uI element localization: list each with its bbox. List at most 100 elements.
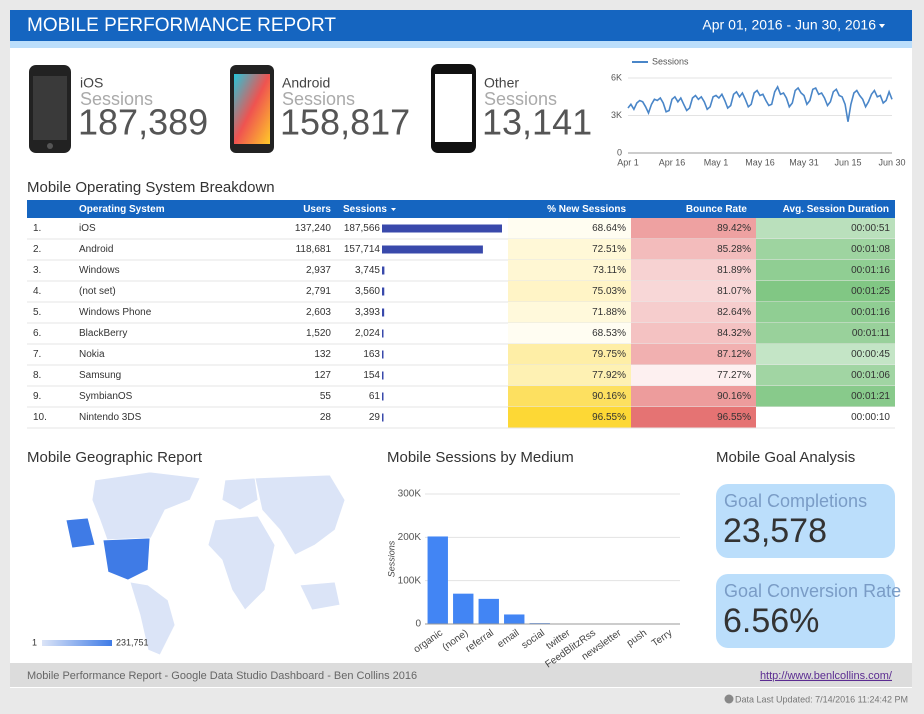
goal-card (716, 484, 895, 558)
avg-duration: 00:00:10 (851, 412, 890, 423)
heat-cell (756, 323, 895, 344)
rank: 9. (33, 391, 41, 402)
column-header: Bounce Rate (686, 204, 748, 215)
avg-duration: 00:00:51 (851, 223, 890, 234)
heat-cell (631, 218, 756, 239)
device-label: Sessions (282, 89, 355, 109)
y-tick-label: 100K (398, 575, 422, 586)
table-header (27, 200, 895, 218)
x-tick-label: May 16 (745, 157, 775, 167)
footer-link[interactable]: http://www.benlcollins.com/ (760, 670, 893, 682)
x-tick-label: Jun 15 (834, 157, 861, 167)
heat-cell (508, 239, 631, 260)
heat-cell (508, 260, 631, 281)
new-sessions: 79.75% (592, 349, 626, 360)
sessions-bar (382, 392, 384, 401)
os-name: Android (79, 244, 113, 255)
ios-phone (29, 65, 71, 153)
info-icon (724, 694, 734, 704)
y-tick-label: 300K (398, 489, 422, 500)
os-name: Nintendo 3DS (79, 412, 142, 423)
sessions: 157,714 (344, 244, 381, 255)
os-name: Windows (79, 265, 120, 276)
os-name: BlackBerry (79, 328, 127, 339)
bounce-rate: 90.16% (717, 391, 751, 402)
device-name: Other (484, 75, 519, 91)
sessions: 61 (369, 391, 381, 402)
bar (478, 598, 499, 624)
device-label: Sessions (80, 89, 153, 109)
goal-value: 23,578 (723, 512, 827, 550)
report-title: MOBILE PERFORMANCE REPORT (27, 15, 336, 36)
sessions-bar (382, 350, 384, 359)
new-sessions: 90.16% (592, 391, 626, 402)
users: 127 (314, 370, 331, 381)
bar (504, 614, 525, 624)
device-value: 13,141 (482, 102, 592, 143)
heat-cell (508, 407, 631, 428)
sessions-bar (382, 371, 384, 380)
rank: 6. (33, 328, 41, 339)
heat-cell (508, 281, 631, 302)
world-map (65, 471, 346, 656)
line (627, 84, 893, 122)
heat-cell (756, 365, 895, 386)
header-bar (10, 10, 912, 41)
section-title: Mobile Geographic Report (27, 449, 203, 466)
y-tick-label: 200K (398, 532, 422, 543)
header-strip (10, 41, 912, 48)
os-name: (not set) (79, 286, 116, 297)
heat-cell (756, 344, 895, 365)
goal-value: 6.56% (723, 602, 819, 640)
last-updated: Data Last Updated: 7/14/2016 11:24:42 PM (735, 694, 908, 704)
map-legend-min: 1 (32, 637, 37, 647)
new-sessions: 72.51% (592, 244, 626, 255)
users: 55 (320, 391, 332, 402)
os-name: Windows Phone (79, 307, 152, 318)
bounce-rate: 77.27% (717, 370, 751, 381)
device-name: Android (282, 75, 330, 91)
heat-cell (508, 365, 631, 386)
heat-cell (756, 386, 895, 407)
x-tick-label: Jun 30 (878, 157, 905, 167)
dropdown-arrow[interactable] (879, 24, 885, 28)
column-header: Avg. Session Duration (783, 204, 889, 215)
avg-duration: 00:01:06 (851, 370, 890, 381)
bar (453, 593, 474, 624)
sessions-bar (382, 308, 385, 317)
y-tick-label: 3K (611, 110, 622, 120)
os-name: iOS (79, 223, 96, 234)
bounce-rate: 89.42% (717, 223, 751, 234)
sessions: 29 (369, 412, 381, 423)
users: 1,520 (306, 328, 331, 339)
users: 2,791 (306, 286, 331, 297)
new-sessions: 96.55% (592, 412, 626, 423)
sessions-bar (382, 413, 384, 422)
bounce-rate: 81.89% (717, 265, 751, 276)
date-range[interactable]: Apr 01, 2016 - Jun 30, 2016 (702, 17, 876, 33)
android-phone (230, 65, 274, 153)
new-sessions: 68.53% (592, 328, 626, 339)
heat-cell (508, 302, 631, 323)
sessions: 3,560 (355, 286, 380, 297)
rank: 10. (33, 412, 47, 423)
y-tick-label: 0 (617, 147, 622, 157)
rank: 2. (33, 244, 41, 255)
rank: 1. (33, 223, 41, 234)
new-sessions: 68.64% (592, 223, 626, 234)
heat-cell (756, 260, 895, 281)
users: 2,603 (306, 307, 331, 318)
new-sessions: 77.92% (592, 370, 626, 381)
sessions: 2,024 (355, 328, 380, 339)
rank: 7. (33, 349, 41, 360)
map-legend-max: 231,751 (116, 637, 149, 647)
heat-cell (631, 407, 756, 428)
rank: 5. (33, 307, 41, 318)
sessions: 163 (363, 349, 380, 360)
x-tick-label: Apr 16 (659, 157, 686, 167)
heat-cell (631, 260, 756, 281)
goal-label: Goal Conversion Rate (724, 581, 901, 601)
rank: 3. (33, 265, 41, 276)
x-tick-label: May 31 (789, 157, 819, 167)
